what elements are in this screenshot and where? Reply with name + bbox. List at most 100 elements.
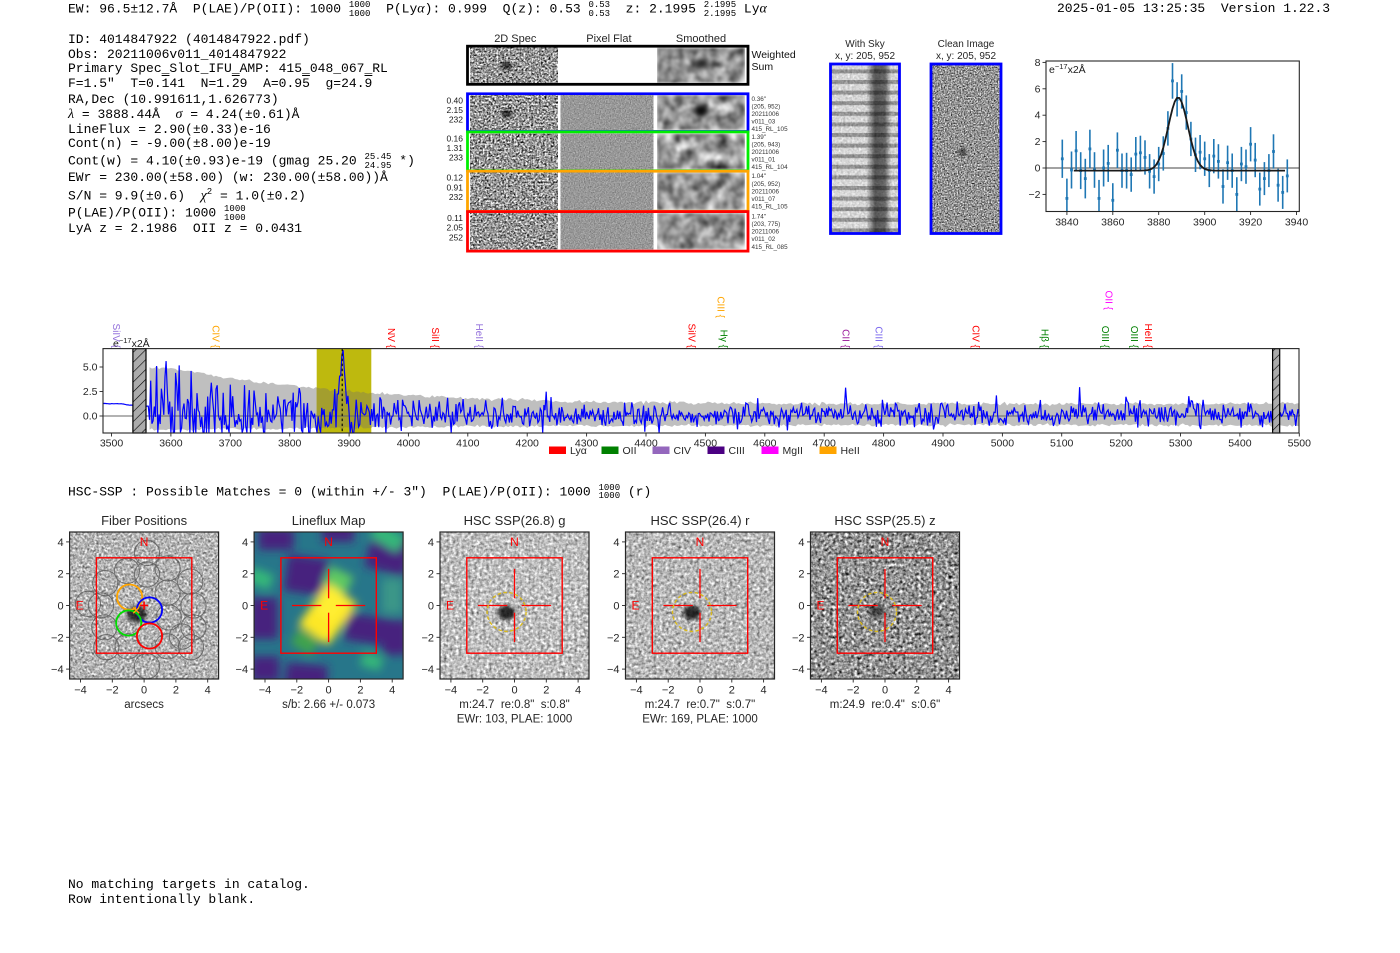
svg-text:0: 0 xyxy=(798,601,804,613)
svg-text:232: 232 xyxy=(449,115,463,125)
svg-text:3500: 3500 xyxy=(100,438,124,450)
svg-text:4300: 4300 xyxy=(575,438,599,450)
svg-text:OII {: OII { xyxy=(1102,291,1113,311)
svg-text:5100: 5100 xyxy=(1050,438,1074,450)
svg-text:252: 252 xyxy=(449,232,463,242)
svg-text:3800: 3800 xyxy=(278,438,302,450)
svg-text:−4: −4 xyxy=(74,685,87,697)
svg-text:Lineflux Map: Lineflux Map xyxy=(292,513,366,528)
svg-text:415_RL_105: 415_RL_105 xyxy=(752,203,789,210)
svg-text:−2: −2 xyxy=(1029,189,1041,201)
svg-text:0: 0 xyxy=(57,601,63,613)
svg-text:2.15: 2.15 xyxy=(446,105,463,115)
svg-text:v011_02: v011_02 xyxy=(752,236,776,243)
svg-text:415_RL_105: 415_RL_105 xyxy=(752,126,789,133)
svg-text:4: 4 xyxy=(389,685,395,697)
svg-text:0: 0 xyxy=(141,685,147,697)
svg-text:v011_01: v011_01 xyxy=(752,157,776,164)
svg-text:CIII: CIII xyxy=(729,445,745,457)
svg-text:Lyα: Lyα xyxy=(570,445,587,457)
svg-text:e−17x2Å: e−17x2Å xyxy=(1049,62,1086,76)
svg-text:2D Spec: 2D Spec xyxy=(494,33,537,45)
svg-text:HSC SSP(26.4) r: HSC SSP(26.4) r xyxy=(651,513,751,528)
svg-text:4: 4 xyxy=(428,537,434,549)
svg-text:3600: 3600 xyxy=(159,438,183,450)
svg-text:20211006: 20211006 xyxy=(752,229,780,236)
svg-text:N: N xyxy=(140,535,149,549)
svg-text:N: N xyxy=(881,535,890,549)
svg-text:5200: 5200 xyxy=(1109,438,1133,450)
svg-text:NV {: NV { xyxy=(385,328,396,349)
svg-text:233: 233 xyxy=(449,153,463,163)
svg-text:v011_07: v011_07 xyxy=(752,196,776,203)
svg-text:CIV: CIV xyxy=(674,445,692,457)
svg-text:v011_03: v011_03 xyxy=(752,118,776,125)
svg-text:−4: −4 xyxy=(607,664,620,676)
svg-text:SiIV {: SiIV { xyxy=(110,324,121,349)
svg-text:232: 232 xyxy=(449,192,463,202)
svg-text:3920: 3920 xyxy=(1239,217,1263,229)
svg-text:4800: 4800 xyxy=(872,438,896,450)
svg-text:2: 2 xyxy=(543,685,549,697)
svg-text:Clean Image: Clean Image xyxy=(938,39,995,50)
svg-text:3700: 3700 xyxy=(219,438,243,450)
svg-text:OIII {: OIII { xyxy=(1128,326,1139,349)
svg-text:20211006: 20211006 xyxy=(752,149,780,156)
svg-text:4: 4 xyxy=(205,685,211,697)
svg-text:HeII {: HeII { xyxy=(473,324,484,349)
svg-text:8: 8 xyxy=(1035,57,1041,69)
svg-text:x, y: 205, 952: x, y: 205, 952 xyxy=(835,51,895,62)
svg-text:−4: −4 xyxy=(236,664,249,676)
svg-text:CIII {: CIII { xyxy=(714,296,725,318)
svg-text:arcsecs: arcsecs xyxy=(124,699,164,711)
svg-text:0: 0 xyxy=(242,601,248,613)
svg-text:4: 4 xyxy=(798,537,804,549)
svg-text:Weighted: Weighted xyxy=(752,49,796,61)
svg-text:CII {: CII { xyxy=(839,329,850,349)
svg-text:Fiber Positions: Fiber Positions xyxy=(101,513,187,528)
svg-text:4000: 4000 xyxy=(397,438,421,450)
svg-text:415_RL_104: 415_RL_104 xyxy=(752,164,789,171)
svg-text:415_RL_085: 415_RL_085 xyxy=(752,244,789,251)
svg-text:Smoothed: Smoothed xyxy=(676,33,726,45)
svg-text:2: 2 xyxy=(613,569,619,581)
svg-text:N: N xyxy=(696,535,705,549)
svg-text:4400: 4400 xyxy=(634,438,658,450)
svg-text:4: 4 xyxy=(946,685,952,697)
svg-text:N: N xyxy=(324,535,333,549)
svg-text:(203, 775): (203, 775) xyxy=(752,221,781,228)
svg-text:−4: −4 xyxy=(445,685,458,697)
svg-text:MgII: MgII xyxy=(783,445,803,457)
svg-text:5000: 5000 xyxy=(991,438,1015,450)
svg-text:3900: 3900 xyxy=(337,438,361,450)
svg-text:6: 6 xyxy=(1035,83,1041,95)
svg-text:20211006: 20211006 xyxy=(752,188,780,195)
svg-text:(205, 943): (205, 943) xyxy=(752,142,781,149)
svg-text:4: 4 xyxy=(613,537,619,549)
svg-text:EWr: 103, PLAE: 1000: EWr: 103, PLAE: 1000 xyxy=(457,714,573,726)
svg-text:0: 0 xyxy=(697,685,703,697)
svg-text:20211006: 20211006 xyxy=(752,111,780,118)
svg-text:s/b: 2.66 +/- 0.073: s/b: 2.66 +/- 0.073 xyxy=(282,699,375,711)
svg-text:0.36": 0.36" xyxy=(752,96,767,103)
svg-text:−4: −4 xyxy=(259,685,272,697)
svg-text:Hγ {: Hγ { xyxy=(717,330,728,349)
svg-text:m:24.9 re:0.4" s:0.6": m:24.9 re:0.4" s:0.6" xyxy=(830,699,940,711)
svg-text:−4: −4 xyxy=(815,685,828,697)
svg-text:(205, 952): (205, 952) xyxy=(752,181,781,188)
svg-text:4900: 4900 xyxy=(931,438,955,450)
svg-text:m:24.7 re:0.7" s:0.7": m:24.7 re:0.7" s:0.7" xyxy=(645,699,755,711)
svg-text:0.11: 0.11 xyxy=(447,213,463,223)
svg-text:4200: 4200 xyxy=(516,438,540,450)
svg-text:2: 2 xyxy=(798,569,804,581)
svg-text:EWr: 169, PLAE: 1000: EWr: 169, PLAE: 1000 xyxy=(642,714,758,726)
svg-text:−2: −2 xyxy=(662,685,675,697)
svg-text:−4: −4 xyxy=(792,664,805,676)
svg-text:E: E xyxy=(260,599,268,613)
svg-text:2.5: 2.5 xyxy=(83,386,98,398)
svg-text:N: N xyxy=(510,535,519,549)
svg-text:0.40: 0.40 xyxy=(446,95,463,105)
svg-text:−4: −4 xyxy=(51,664,64,676)
svg-text:SiII {: SiII { xyxy=(429,327,440,348)
svg-text:−2: −2 xyxy=(106,685,119,697)
